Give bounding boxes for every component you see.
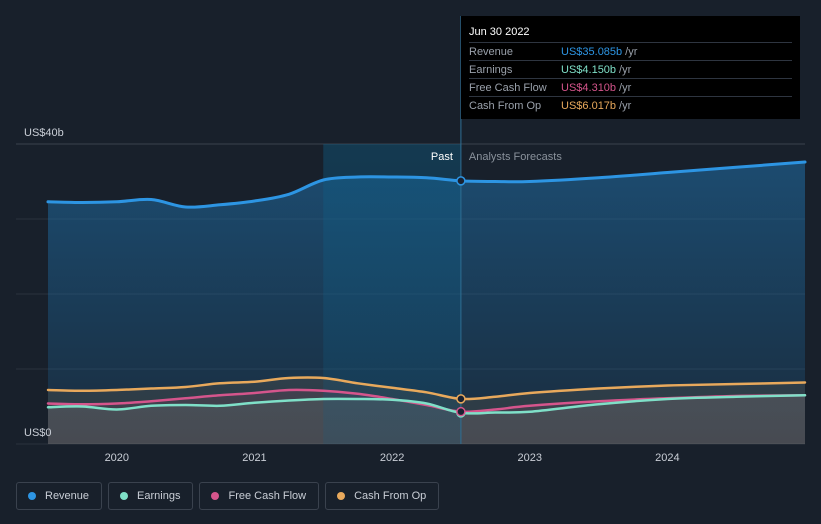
series-lines (46, 160, 807, 415)
series-line-revenue (46, 160, 807, 209)
past-label: Past (431, 151, 453, 163)
tooltip-value: US$4.150b (561, 63, 617, 76)
series-line-cash-from-op (46, 376, 807, 401)
legend-item-earnings[interactable]: Earnings (108, 482, 194, 510)
tooltip-row-cash-from-op: Cash From Op US$6.017b /yr (469, 96, 792, 114)
tooltip-row-earnings: Earnings US$4.150b /yr (469, 60, 792, 78)
tooltip-row-revenue: Revenue US$35.085b /yr (469, 42, 792, 60)
legend-dot-icon (28, 492, 36, 500)
x-tick-label: 2023 (517, 452, 541, 464)
tooltip-unit: /yr (625, 45, 638, 58)
legend-item-cash-from-op[interactable]: Cash From Op (325, 482, 440, 510)
series-marker-cash-from-op (456, 394, 466, 404)
legend-label: Revenue (45, 490, 90, 502)
series-marker-free-cash-flow (456, 406, 466, 417)
legend-label: Cash From Op (354, 490, 427, 502)
legend-label: Free Cash Flow (228, 490, 307, 502)
y-axis-bottom-label: US$0 (24, 427, 52, 439)
tooltip-label: Revenue (469, 45, 514, 58)
tooltip: Jun 30 2022 Revenue US$35.085b /yr Earni… (461, 16, 800, 119)
tooltip-date: Jun 30 2022 (469, 26, 530, 38)
tooltip-value: US$35.085b (561, 45, 623, 58)
chart-labels: US$40b US$0 Past Analysts Forecasts 2020 2021… (24, 127, 680, 464)
legend-item-free-cash-flow[interactable]: Free Cash Flow (199, 482, 320, 510)
tooltip-label: Earnings (469, 63, 513, 76)
tooltip-value: US$6.017b (561, 99, 617, 112)
legend-dot-icon (337, 492, 346, 500)
tooltip-value: US$4.310b (561, 81, 617, 94)
legend-item-revenue[interactable]: Revenue (16, 482, 103, 510)
legend: Revenue Earnings Free Cash Flow Cash Fro… (16, 482, 440, 512)
series-line-earnings (46, 394, 807, 415)
tooltip-label: Cash From Op (469, 99, 542, 112)
x-tick-label: 2024 (655, 452, 679, 464)
forecast-label: Analysts Forecasts (469, 151, 562, 163)
tooltip-label: Free Cash Flow (469, 81, 547, 94)
tooltip-unit: /yr (619, 99, 632, 112)
tooltip-row-free-cash-flow: Free Cash Flow US$4.310b /yr (469, 78, 792, 96)
x-tick-label: 2020 (105, 452, 129, 464)
tooltip-unit: /yr (619, 63, 632, 76)
legend-label: Earnings (137, 490, 181, 502)
series-marker-revenue (456, 176, 466, 186)
x-tick-label: 2022 (380, 452, 404, 464)
x-tick-label: 2021 (242, 452, 266, 464)
series-markers (456, 176, 466, 418)
series-line-free-cash-flow (46, 388, 807, 414)
tooltip-unit: /yr (619, 81, 632, 94)
legend-dot-icon (211, 492, 220, 500)
legend-dot-icon (120, 492, 129, 500)
y-axis-top-label: US$40b (24, 127, 64, 139)
